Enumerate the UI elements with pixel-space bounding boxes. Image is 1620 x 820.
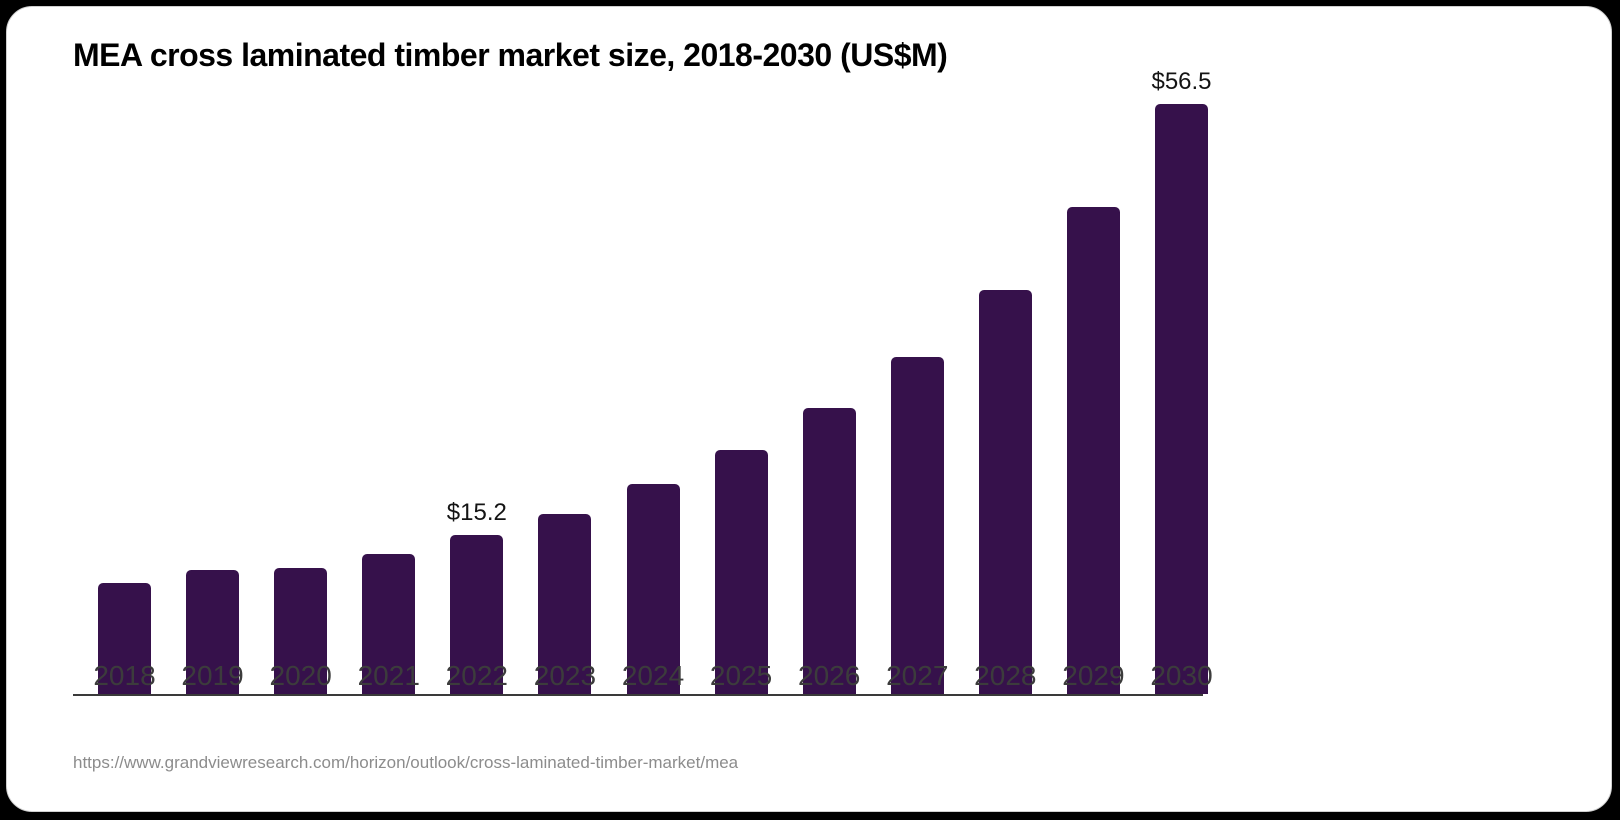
bar-2018 xyxy=(98,583,151,694)
x-tick-2024: 2024 xyxy=(621,660,685,691)
x-tick-2026: 2026 xyxy=(798,660,861,691)
x-tick-2027: 2027 xyxy=(886,660,949,691)
chart-title: MEA cross laminated timber market size, … xyxy=(73,37,948,73)
x-tick-2029: 2029 xyxy=(1062,660,1125,691)
bar-2020 xyxy=(274,567,328,694)
bar-2023 xyxy=(538,514,592,694)
bar-2021 xyxy=(362,554,416,694)
x-tick-2019: 2019 xyxy=(181,660,244,691)
x-tick-2021: 2021 xyxy=(357,660,420,691)
bar-2019 xyxy=(186,569,240,694)
bar-2022 xyxy=(450,535,504,694)
bar-2030 xyxy=(1155,104,1208,694)
x-tick-2030: 2030 xyxy=(1150,660,1213,691)
x-tick-2028: 2028 xyxy=(974,660,1037,691)
x-tick-2025: 2025 xyxy=(709,660,773,691)
bar-2025 xyxy=(714,449,768,694)
bar-2024 xyxy=(626,484,680,694)
x-tick-2022: 2022 xyxy=(445,660,508,691)
bar-2029 xyxy=(1066,207,1120,694)
x-tick-2023: 2023 xyxy=(533,660,597,691)
plot-area: 2018 2019 2020 2021 2022 $15.2 2023 2024 2025 202… xyxy=(93,67,1213,729)
x-axis-line xyxy=(73,694,1203,696)
x-tick-2018: 2018 xyxy=(93,660,156,691)
source-url: https://www.grandviewresearch.com/horizo… xyxy=(73,753,739,772)
bar-value-label-2022: $15.2 xyxy=(446,499,507,527)
bar-value-label-2030: $56.5 xyxy=(1151,68,1212,95)
chart-card: MEA cross laminated timber market size, … xyxy=(6,6,1612,812)
bar-2026 xyxy=(802,407,856,694)
bar-2027 xyxy=(890,356,944,694)
x-tick-2020: 2020 xyxy=(269,660,332,691)
bar-2028 xyxy=(978,289,1032,694)
